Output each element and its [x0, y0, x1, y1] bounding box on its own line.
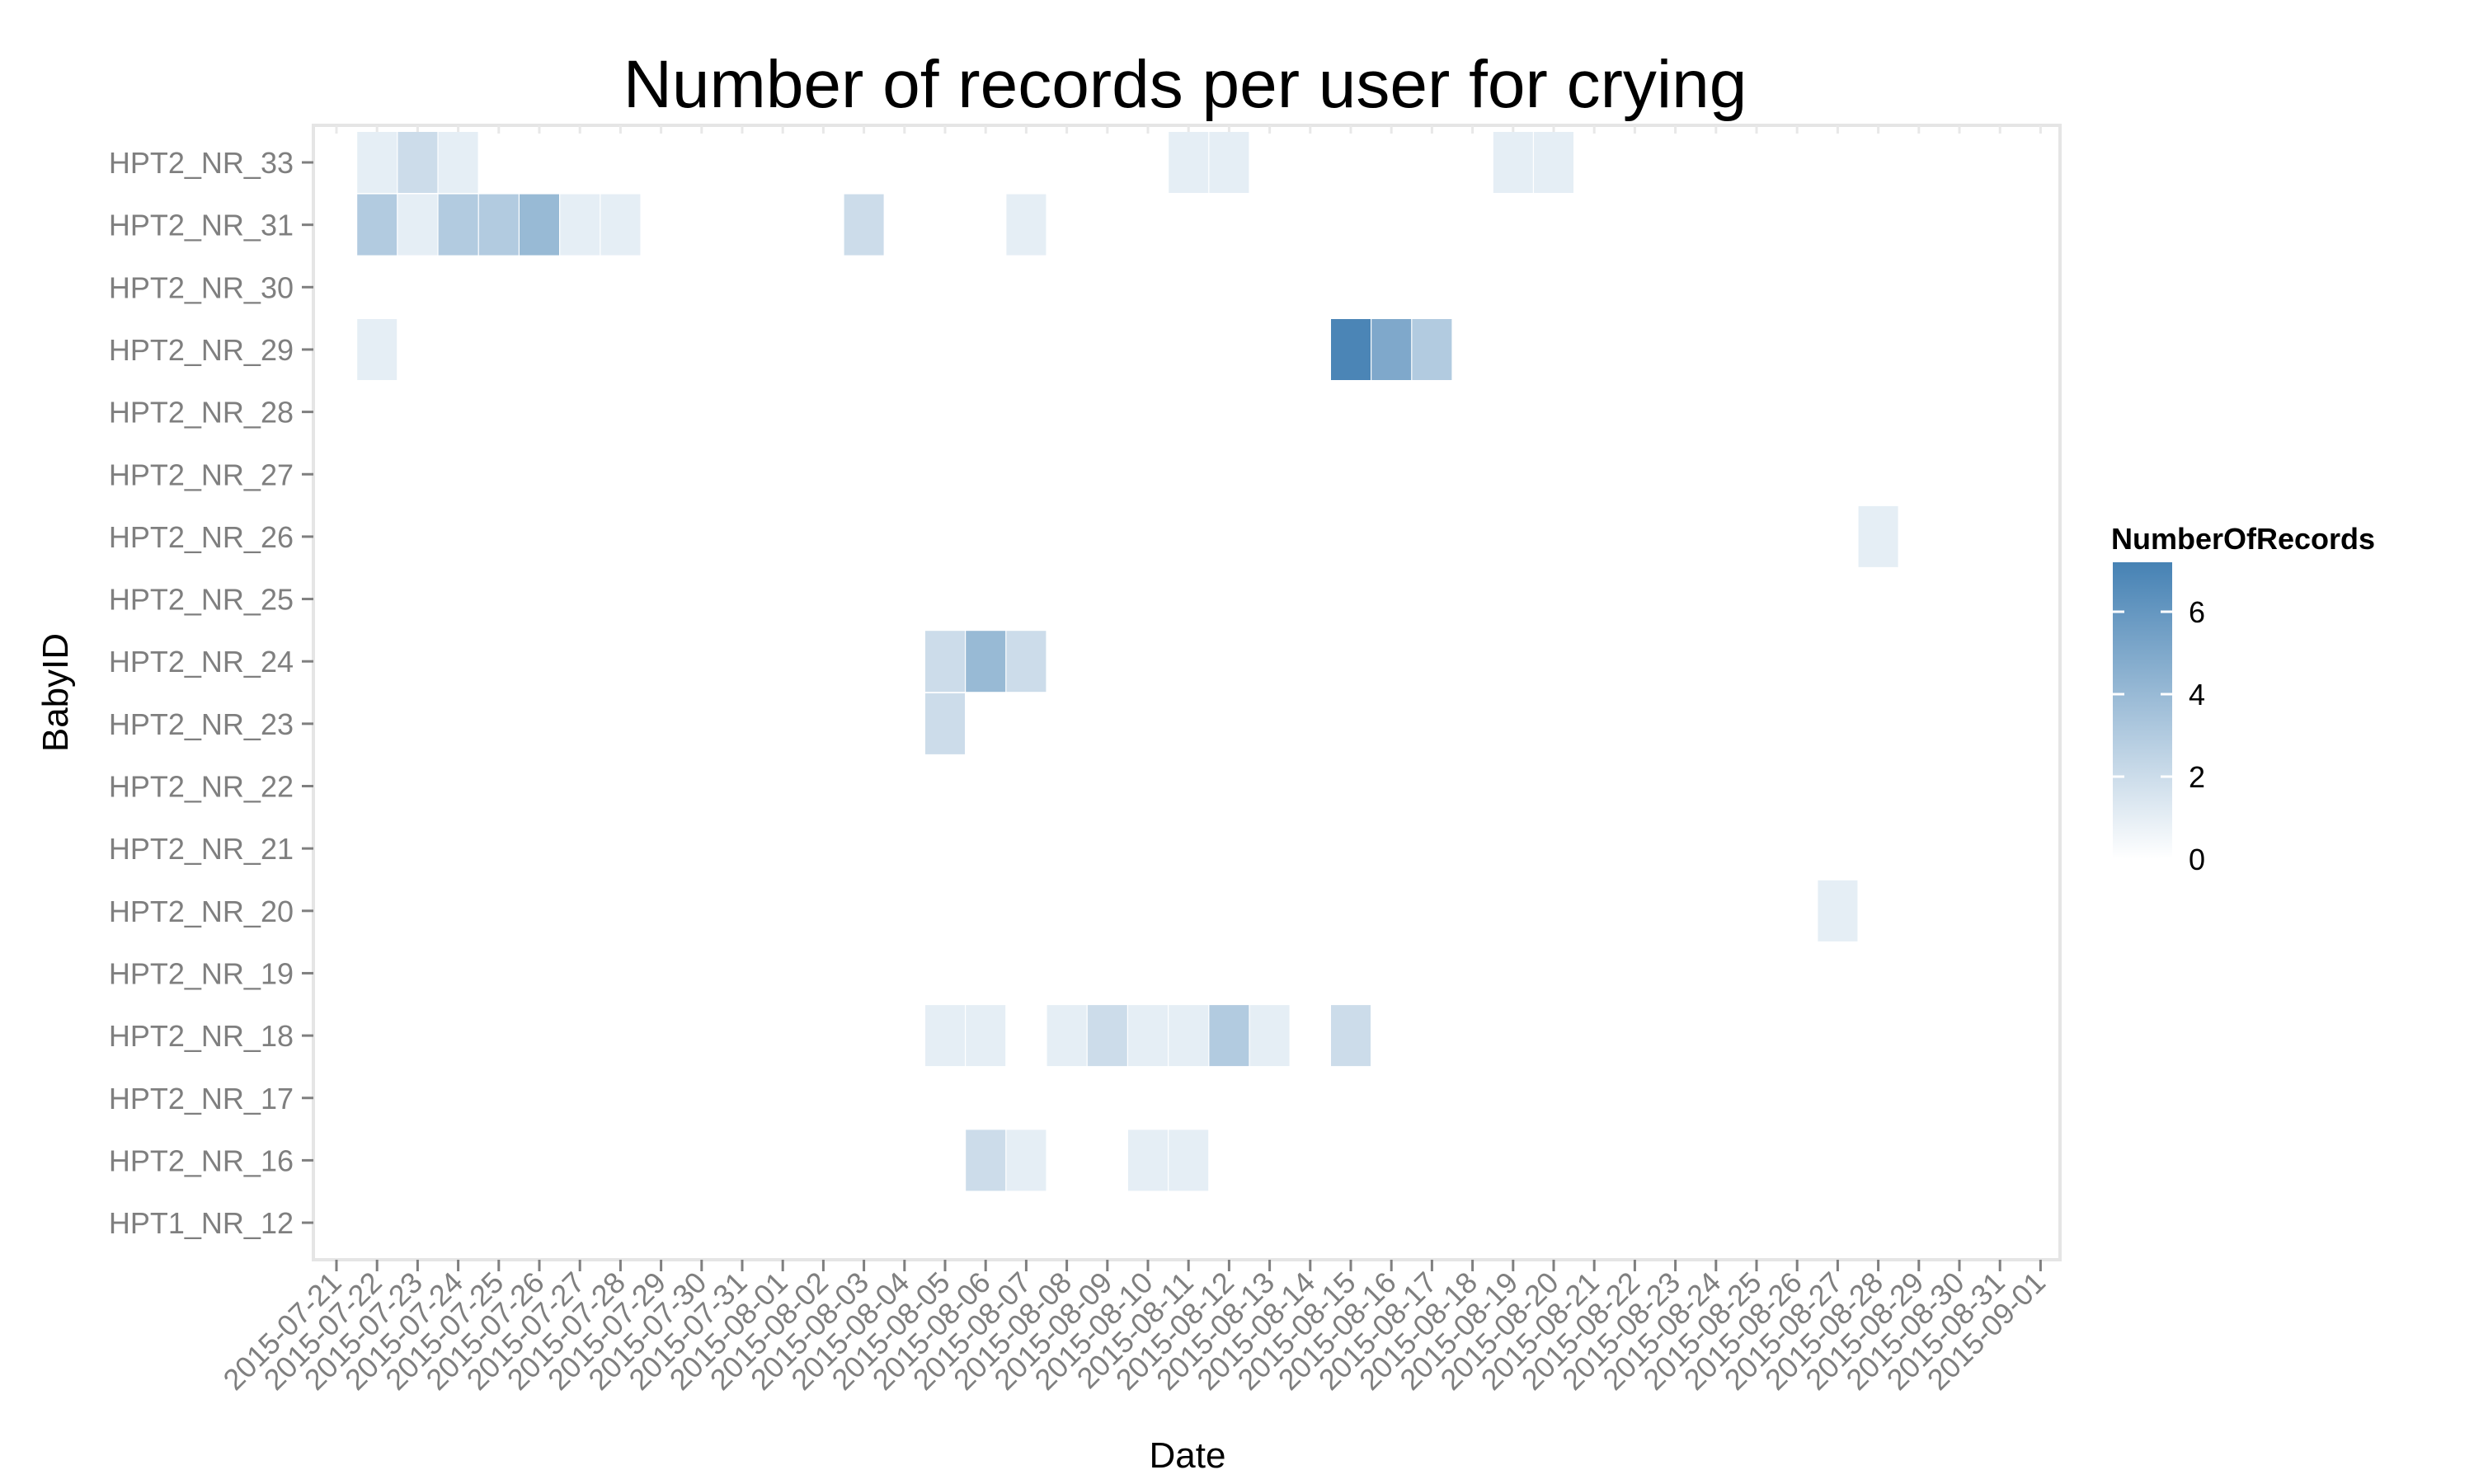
legend-tick-label: 6: [2189, 595, 2205, 629]
y-tick-label: HPT1_NR_12: [109, 1206, 294, 1240]
heatmap-cell: HPT2_NR_16 2015-08-07: 1: [1006, 1129, 1047, 1191]
y-tick-label: HPT2_NR_26: [109, 520, 294, 554]
y-tick-label: HPT2_NR_18: [109, 1019, 294, 1053]
heatmap-cell: HPT2_NR_23 2015-08-05: 2: [925, 693, 965, 754]
heatmap-cell: HPT2_NR_16 2015-08-10: 1: [1128, 1129, 1168, 1191]
heatmap-cell: HPT2_NR_18 2015-08-06: 1: [966, 1005, 1006, 1067]
legend-ticks: 0 2 4 6: [2113, 595, 2205, 876]
heatmap-cell: HPT2_NR_33 2015-07-22: 1: [357, 132, 397, 193]
y-tick-label: HPT2_NR_29: [109, 333, 294, 367]
heatmap-cell: HPT2_NR_31 2015-08-03: 2: [844, 194, 884, 256]
heatmap-cell: HPT2_NR_26 2015-08-28: 1: [1858, 505, 1898, 567]
heatmap-cell: HPT2_NR_16 2015-08-06: 2: [966, 1129, 1006, 1191]
y-axis-title: BabyID: [35, 633, 76, 752]
heatmap-cell: HPT2_NR_31 2015-07-26: 4: [520, 194, 559, 256]
heatmap-cell: HPT2_NR_31 2015-07-27: 1: [560, 194, 600, 256]
y-tick-label: HPT2_NR_17: [109, 1082, 294, 1115]
legend-title: NumberOfRecords: [2111, 522, 2375, 556]
x-axis-title: Date: [1150, 1435, 1226, 1476]
heatmap-cell: HPT2_NR_31 2015-08-07: 1: [1006, 194, 1047, 256]
legend-colorbar: [2113, 562, 2172, 859]
y-tick-label: HPT2_NR_25: [109, 583, 294, 617]
heatmap-cell: HPT2_NR_33 2015-07-23: 2: [397, 132, 438, 193]
heatmap-cell: HPT2_NR_18 2015-08-15: 2: [1331, 1005, 1371, 1067]
heatmap-cell: HPT2_NR_18 2015-08-13: 1: [1249, 1005, 1290, 1067]
heatmap-cell: HPT2_NR_31 2015-07-28: 1: [600, 194, 641, 256]
heatmap-cell: HPT2_NR_29 2015-08-15: 7: [1331, 319, 1371, 380]
heatmap-cell: HPT2_NR_16 2015-08-11: 1: [1169, 1129, 1209, 1191]
heatmap-cell: HPT2_NR_24 2015-08-05: 2: [925, 631, 965, 693]
heatmap-cell: HPT2_NR_24 2015-08-06: 4: [966, 631, 1006, 693]
heatmap-cell: HPT2_NR_33 2015-08-20: 1: [1534, 132, 1573, 193]
heatmap-cell: HPT2_NR_33 2015-08-19: 1: [1493, 132, 1533, 193]
legend-tick-label: 2: [2189, 760, 2205, 794]
heatmap-cell: HPT2_NR_31 2015-07-23: 1: [397, 194, 438, 256]
y-tick-label: HPT2_NR_21: [109, 832, 294, 866]
heatmap-cell: HPT2_NR_31 2015-07-25: 3: [478, 194, 519, 256]
heatmap-cell: HPT2_NR_31 2015-07-24: 3: [438, 194, 478, 256]
heatmap-cell: HPT2_NR_29 2015-08-16: 5: [1371, 319, 1412, 380]
heatmap-cell: HPT2_NR_18 2015-08-09: 2: [1087, 1005, 1127, 1067]
legend-tick-label: 0: [2189, 843, 2205, 876]
heatmap-cell: HPT2_NR_24 2015-08-07: 2: [1006, 631, 1047, 693]
chart-title: Number of records per user for crying: [623, 47, 1747, 122]
y-tick-label: HPT2_NR_31: [109, 209, 294, 242]
y-tick-label: HPT2_NR_30: [109, 270, 294, 304]
heatmap-cell: HPT2_NR_29 2015-08-17: 3: [1412, 319, 1452, 380]
legend-tick-label: 4: [2189, 678, 2205, 711]
y-tick-label: HPT2_NR_16: [109, 1144, 294, 1177]
heatmap-cell: HPT2_NR_18 2015-08-11: 1: [1169, 1005, 1209, 1067]
heatmap-cell: HPT2_NR_18 2015-08-10: 1: [1128, 1005, 1168, 1067]
heatmap-cell: HPT2_NR_20 2015-08-27: 1: [1818, 880, 1858, 942]
heatmap-cell: HPT2_NR_33 2015-08-12: 1: [1209, 132, 1249, 193]
y-axis: HPT2_NR_33 HPT2_NR_31 HPT2_NR_30 HPT2_NR_29…: [109, 146, 313, 1240]
heatmap-cell: HPT2_NR_33 2015-07-24: 1: [438, 132, 478, 193]
x-axis: 2015-07-212015-07-222015-07-232015-07-24…: [216, 1260, 2052, 1397]
y-tick-label: HPT2_NR_23: [109, 707, 294, 741]
plot-panel: [312, 124, 2062, 1261]
heatmap-cell: HPT2_NR_18 2015-08-12: 3: [1209, 1005, 1249, 1067]
heatmap-cell: HPT2_NR_18 2015-08-08: 1: [1047, 1005, 1087, 1067]
heatmap-cell: HPT2_NR_18 2015-08-05: 1: [925, 1005, 965, 1067]
legend: NumberOfRecords 0 2 4 6: [2111, 522, 2375, 876]
heatmap-cell: HPT2_NR_31 2015-07-22: 3: [357, 194, 397, 256]
heatmap-cell: HPT2_NR_33 2015-08-11: 1: [1169, 132, 1209, 193]
y-tick-label: HPT2_NR_24: [109, 645, 294, 679]
y-tick-label: HPT2_NR_22: [109, 770, 294, 804]
y-tick-label: HPT2_NR_19: [109, 956, 294, 990]
y-tick-label: HPT2_NR_20: [109, 895, 294, 928]
heatmap-cell: HPT2_NR_29 2015-07-22: 1: [357, 319, 397, 380]
y-tick-label: HPT2_NR_28: [109, 396, 294, 430]
y-tick-label: HPT2_NR_27: [109, 458, 294, 491]
y-tick-label: HPT2_NR_33: [109, 146, 294, 180]
